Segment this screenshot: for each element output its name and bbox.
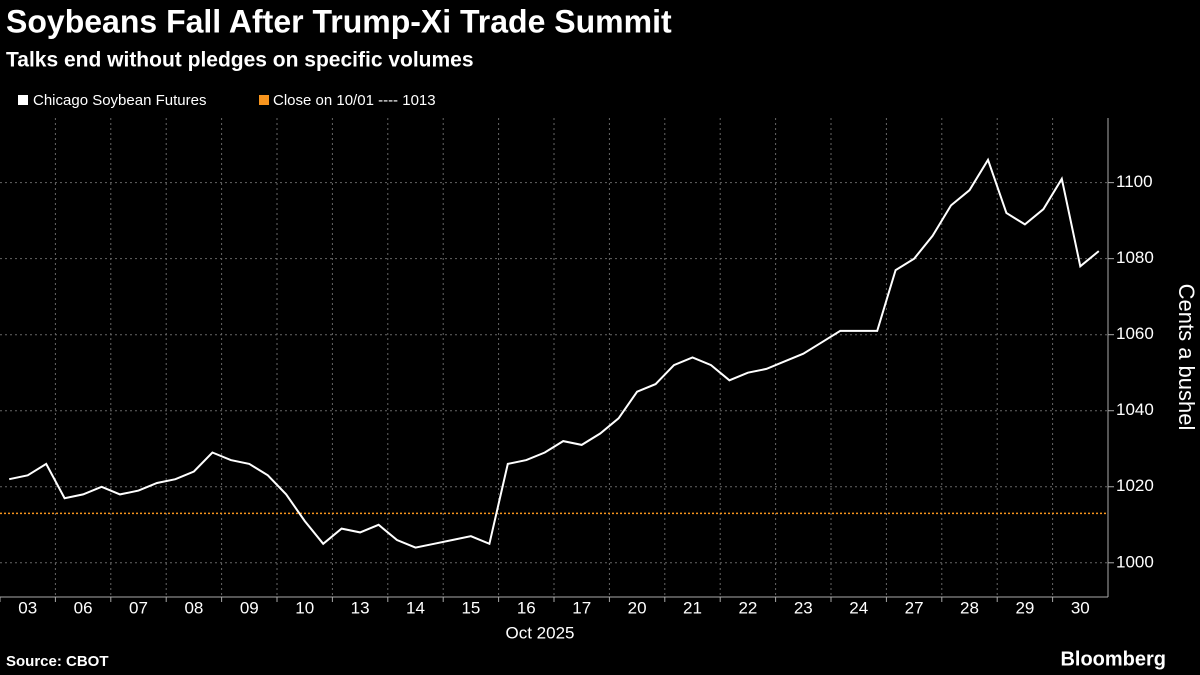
legend-label: Chicago Soybean Futures (33, 92, 206, 109)
x-tick-label: 14 (406, 598, 425, 617)
y-tick-label: 1080 (1116, 248, 1154, 267)
x-tick-label: 20 (628, 598, 647, 617)
chart-subtitle: Talks end without pledges on specific vo… (6, 49, 474, 72)
x-tick-label: 06 (74, 598, 93, 617)
brand: Bloomberg (1060, 648, 1166, 670)
y-tick-label: 1040 (1116, 400, 1154, 419)
x-tick-label: 22 (738, 598, 757, 617)
x-tick-label: 13 (351, 598, 370, 617)
x-tick-label: 30 (1071, 598, 1090, 617)
x-tick-label: 21 (683, 598, 702, 617)
x-tick-label: 03 (18, 598, 37, 617)
x-tick-label: 15 (461, 598, 480, 617)
x-axis-label: Oct 2025 (506, 623, 575, 642)
x-tick-label: 17 (572, 598, 591, 617)
x-tick-label: 10 (295, 598, 314, 617)
source: Source: CBOT (6, 653, 109, 670)
x-tick-label: 28 (960, 598, 979, 617)
x-tick-label: 24 (849, 598, 868, 617)
y-tick-label: 1060 (1116, 324, 1154, 343)
y-tick-label: 1020 (1116, 476, 1154, 495)
x-tick-label: 09 (240, 598, 259, 617)
x-tick-label: 27 (905, 598, 924, 617)
y-tick-label: 1000 (1116, 552, 1154, 571)
x-tick-label: 23 (794, 598, 813, 617)
legend-swatch (259, 95, 269, 105)
x-tick-label: 07 (129, 598, 148, 617)
chart-title: Soybeans Fall After Trump-Xi Trade Summi… (6, 3, 672, 39)
x-tick-label: 29 (1015, 598, 1034, 617)
x-tick-label: 16 (517, 598, 536, 617)
legend-swatch (18, 95, 28, 105)
series-line (8, 157, 1100, 549)
y-tick-label: 1100 (1116, 172, 1153, 191)
y-axis-label: Cents a bushel (1174, 284, 1199, 431)
x-tick-label: 08 (184, 598, 203, 617)
legend-label: Close on 10/01 ---- 1013 (273, 92, 436, 109)
